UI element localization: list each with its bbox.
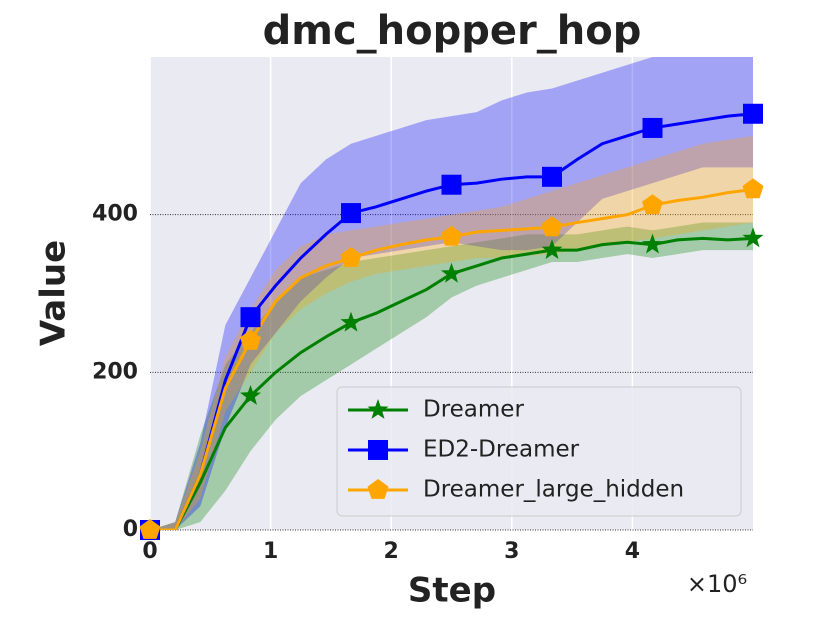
error-band (150, 135, 753, 530)
marker (340, 247, 362, 267)
marker (743, 103, 763, 124)
marker (441, 262, 462, 283)
x-tick-label: 3 (504, 539, 519, 564)
marker (341, 203, 362, 224)
marker (240, 385, 261, 405)
marker (742, 178, 764, 199)
marker (441, 174, 462, 195)
marker (441, 225, 462, 246)
marker (367, 479, 389, 499)
error-band (150, 57, 753, 530)
marker (541, 239, 563, 259)
x-tick-label: 1 (263, 539, 278, 564)
marker (642, 194, 663, 215)
x-axis-label: Step (408, 571, 496, 611)
marker (642, 233, 663, 254)
x-offset-label: ×10⁶ (687, 570, 747, 598)
legend-label: Dreamer (423, 397, 524, 423)
marker (240, 307, 261, 328)
y-tick-label: 200 (92, 359, 138, 384)
marker (139, 519, 161, 539)
y-axis-label: Value (34, 240, 74, 346)
x-tick-label: 4 (625, 539, 640, 564)
marker (340, 311, 362, 332)
error-band (150, 222, 753, 530)
y-tick-label: 400 (92, 202, 138, 227)
marker (367, 399, 389, 419)
legend-box (336, 386, 742, 517)
marker (541, 216, 563, 237)
marker (240, 329, 261, 350)
marker (642, 117, 663, 138)
y-tick-label: 0 (123, 517, 138, 542)
legend-label: Dreamer_large_hidden (423, 477, 684, 503)
legend-label: ED2-Dreamer (423, 437, 580, 463)
marker (368, 440, 388, 460)
x-tick-label: 0 (142, 539, 157, 564)
marker (742, 227, 764, 248)
chart-title: dmc_hopper_hop (263, 8, 642, 54)
x-tick-label: 2 (384, 539, 399, 564)
marker (541, 166, 562, 187)
